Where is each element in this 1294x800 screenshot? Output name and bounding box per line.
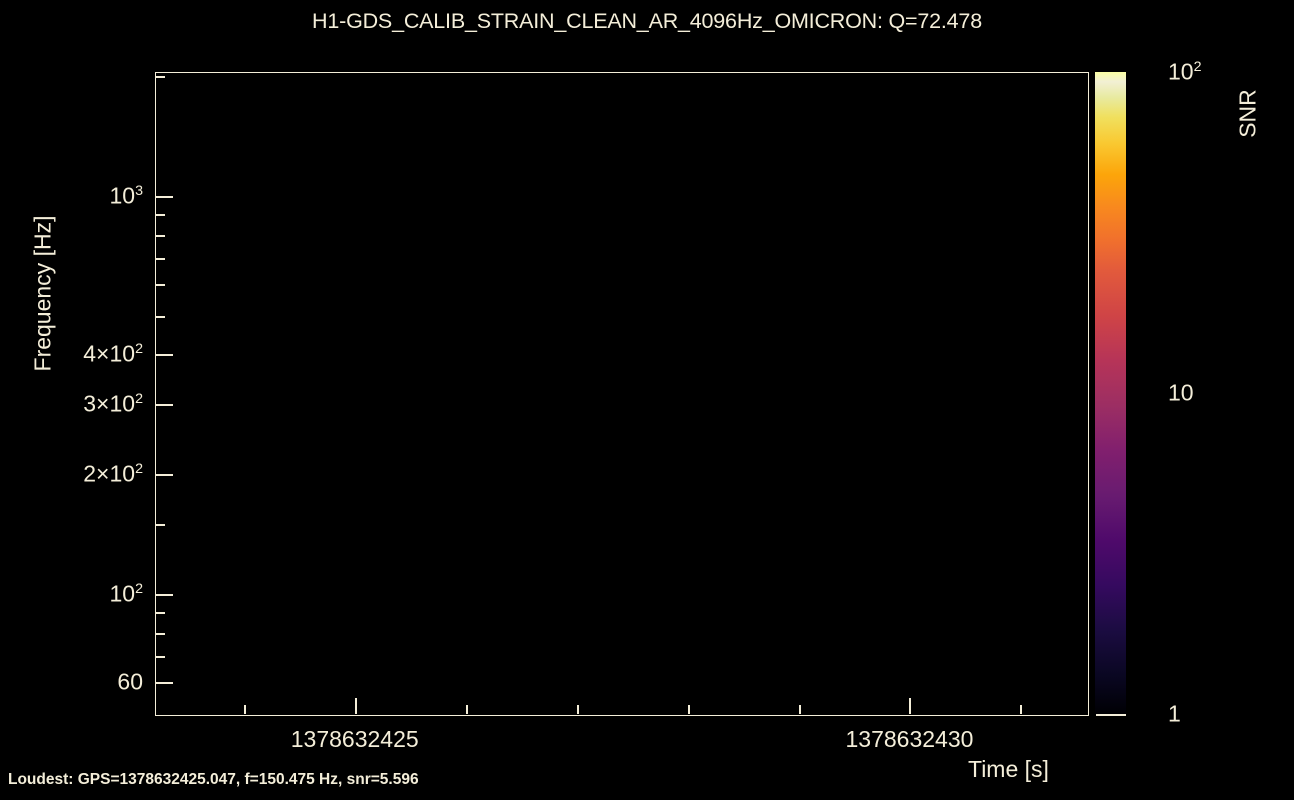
y-tick (155, 594, 173, 596)
colorbar-tick-label: 1 (1168, 700, 1181, 727)
y-tick (155, 214, 165, 216)
colorbar-tick-label: 102 (1168, 58, 1202, 85)
y-tick (155, 354, 173, 356)
y-tick (155, 633, 165, 635)
y-tick (155, 76, 165, 78)
y-tick-label: 60 (117, 668, 143, 695)
colorbar[interactable] (1095, 72, 1126, 714)
y-tick-label: 103 (109, 182, 143, 209)
y-axis-title: Frequency [Hz] (29, 215, 56, 372)
x-tick (244, 705, 246, 714)
y-tick (155, 235, 165, 237)
x-tick (577, 705, 579, 714)
x-tick (909, 698, 911, 714)
y-tick-label: 102 (109, 580, 143, 607)
x-tick (1020, 705, 1022, 714)
x-tick-label: 1378632430 (845, 726, 974, 752)
x-tick (466, 705, 468, 714)
x-axis-title: Time [s] (968, 756, 1049, 782)
x-tick-label: 1378632425 (290, 726, 419, 752)
y-tick (155, 404, 173, 406)
y-tick-label: 2×102 (83, 460, 143, 487)
y-tick (155, 474, 173, 476)
y-tick (155, 316, 165, 318)
loudest-event-footer: Loudest: GPS=1378632425.047, f=150.475 H… (8, 771, 419, 788)
x-tick (355, 698, 357, 714)
page-title: H1-GDS_CALIB_STRAIN_CLEAN_AR_4096Hz_OMIC… (312, 9, 982, 33)
y-tick-label: 3×102 (83, 390, 143, 417)
y-tick (155, 524, 165, 526)
colorbar-title: SNR (1234, 89, 1261, 138)
y-tick (155, 656, 165, 658)
colorbar-tick (1096, 714, 1126, 716)
x-tick (799, 705, 801, 714)
colorbar-tick-label: 10 (1168, 379, 1194, 406)
spectrogram-plot-area[interactable] (155, 72, 1089, 716)
y-tick (155, 682, 173, 684)
x-tick (688, 705, 690, 714)
y-tick-label: 4×102 (83, 340, 143, 367)
y-tick (155, 196, 173, 198)
spectrogram-image (156, 73, 1088, 715)
y-tick (155, 258, 165, 260)
colorbar-gradient (1095, 72, 1126, 714)
y-tick (155, 284, 165, 286)
y-tick (155, 612, 165, 614)
